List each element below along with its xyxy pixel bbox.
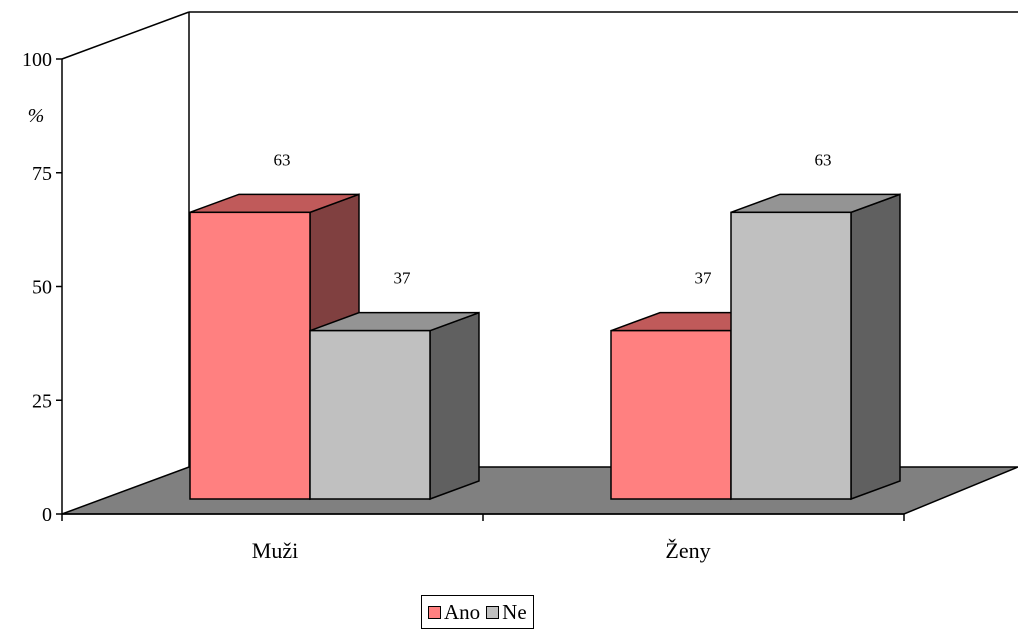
legend-item-ano: Ano — [428, 600, 480, 625]
y-axis-label: % — [28, 105, 45, 127]
x-axis: Muži Ženy — [61, 513, 905, 563]
y-axis: 0 25 50 75 100 — [22, 49, 63, 526]
x-tick-label-0: Muži — [252, 538, 298, 563]
y-tick-label-50: 50 — [32, 277, 52, 299]
data-label-muži-ano: 63 — [274, 150, 291, 169]
y-tick-label-0: 0 — [42, 504, 52, 526]
bar-ženy-ne-side — [850, 193, 901, 501]
bar-muži-ano — [189, 211, 311, 500]
legend-swatch-ne — [486, 605, 500, 619]
legend-item-ne: Ne — [486, 600, 527, 625]
legend-swatch-ano — [428, 605, 441, 619]
bar-muži-ne — [309, 329, 431, 500]
data-labels: 63 37 37 63 — [274, 150, 832, 287]
legend-label-ano: Ano — [444, 599, 481, 624]
legend: Ano Ne — [421, 595, 534, 629]
y-tick-label-25: 25 — [32, 390, 52, 412]
x-tick-label-1: Ženy — [665, 538, 710, 563]
data-label-ženy-ano: 37 — [695, 269, 713, 288]
legend-label-ne: Ne — [502, 599, 527, 624]
bar-muži-ne-side — [429, 311, 480, 501]
data-label-ženy-ne: 63 — [815, 150, 832, 169]
data-label-muži-ne: 37 — [394, 269, 412, 288]
bar-ženy-ne — [730, 211, 852, 500]
bar-ženy-ano — [610, 329, 732, 500]
bars — [189, 193, 901, 501]
y-tick-label-100: 100 — [22, 49, 52, 71]
side-wall-top-edge — [61, 11, 190, 60]
y-tick-label-75: 75 — [32, 163, 52, 185]
